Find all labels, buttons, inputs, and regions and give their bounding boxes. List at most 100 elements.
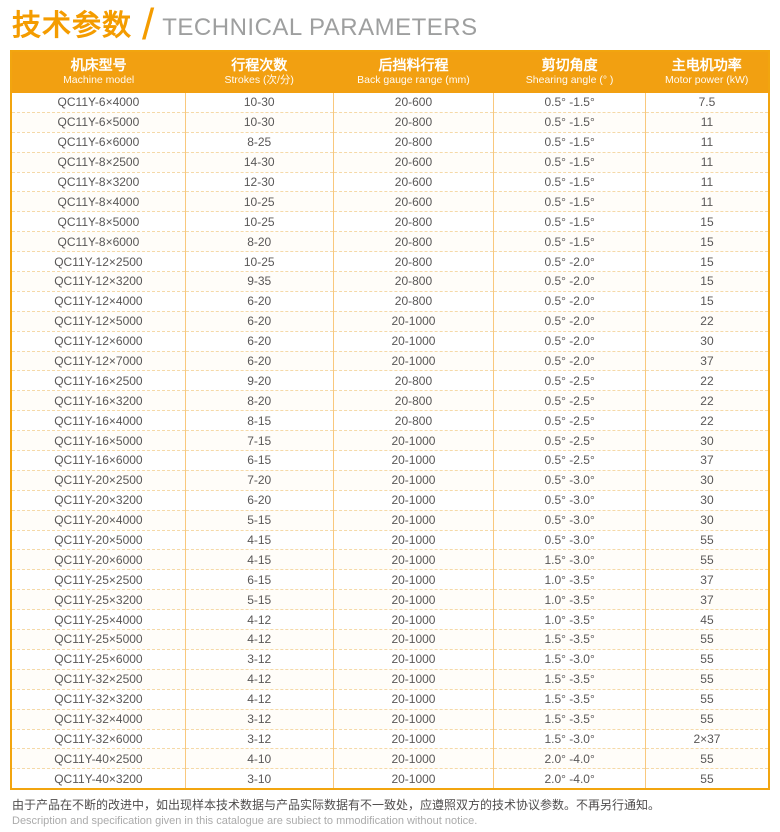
cell-machine-model: QC11Y-8×6000: [11, 231, 186, 253]
table-row: QC11Y-32×6000 3-12 20-1000 1.5° -3.0° 2×…: [11, 729, 769, 750]
cell-strokes: 8-20: [184, 231, 334, 253]
col-header-strokes-zh: 行程次数: [231, 56, 288, 73]
cell-machine-model: QC11Y-16×6000: [11, 450, 186, 471]
cell-back-gauge-range: 20-1000: [332, 549, 494, 571]
cell-strokes: 4-12: [184, 689, 334, 710]
cell-machine-model: QC11Y-20×3200: [11, 490, 186, 511]
cell-shearing-angle: 0.5° -2.5°: [493, 430, 646, 452]
cell-shearing-angle: 0.5° -2.5°: [493, 450, 646, 471]
cell-back-gauge-range: 20-1000: [332, 709, 494, 730]
cell-strokes: 6-20: [184, 311, 334, 332]
cell-motor-power: 15: [644, 271, 769, 292]
table-row: QC11Y-8×4000 10-25 20-600 0.5° -1.5° 11: [11, 191, 769, 213]
col-header-motor-power-en: Motor power (kW): [664, 74, 749, 87]
col-header-motor-power: 主电机功率 Motor power (kW): [645, 51, 769, 93]
col-header-machine-model-zh: 机床型号: [70, 56, 127, 73]
cell-back-gauge-range: 20-1000: [332, 490, 494, 511]
col-header-shearing-angle-en: Shearing angle (° ): [525, 74, 614, 87]
cell-shearing-angle: 0.5° -2.0°: [493, 251, 646, 273]
cell-strokes: 14-30: [184, 152, 334, 173]
page-title-en: TECHNICAL PARAMETERS: [162, 14, 478, 41]
technical-parameters-table: 机床型号 Machine model 行程次数 Strokes (次/分) 后挡…: [10, 50, 770, 791]
cell-back-gauge-range: 20-1000: [332, 530, 494, 551]
cell-motor-power: 30: [644, 331, 769, 352]
cell-machine-model: QC11Y-20×5000: [11, 530, 186, 551]
col-header-strokes-en: Strokes (次/分): [224, 74, 294, 87]
cell-shearing-angle: 1.5° -3.5°: [493, 629, 646, 650]
cell-shearing-angle: 1.5° -3.0°: [493, 649, 646, 670]
table-row: QC11Y-16×4000 8-15 20-800 0.5° -2.5° 22: [11, 410, 769, 432]
col-header-machine-model-en: Machine model: [63, 74, 135, 87]
cell-motor-power: 11: [644, 191, 769, 213]
cell-strokes: 6-20: [184, 351, 334, 372]
cell-machine-model: QC11Y-20×4000: [11, 510, 186, 531]
cell-shearing-angle: 0.5° -1.5°: [493, 191, 646, 213]
cell-motor-power: 55: [644, 649, 769, 670]
table-row: QC11Y-25×4000 4-12 20-1000 1.0° -3.5° 45: [11, 609, 769, 631]
cell-shearing-angle: 0.5° -1.5°: [493, 152, 646, 173]
cell-motor-power: 15: [644, 291, 769, 312]
cell-strokes: 3-12: [184, 709, 334, 730]
table-row: QC11Y-8×3200 12-30 20-600 0.5° -1.5° 11: [11, 172, 769, 193]
cell-back-gauge-range: 20-1000: [332, 748, 494, 770]
cell-machine-model: QC11Y-20×6000: [11, 549, 186, 571]
table-row: QC11Y-12×6000 6-20 20-1000 0.5° -2.0° 30: [11, 331, 769, 352]
cell-motor-power: 55: [644, 748, 769, 770]
cell-strokes: 4-10: [184, 748, 334, 770]
table-row: QC11Y-16×6000 6-15 20-1000 0.5° -2.5° 37: [11, 450, 769, 471]
cell-back-gauge-range: 20-800: [332, 390, 494, 412]
cell-shearing-angle: 0.5° -2.5°: [493, 390, 646, 412]
cell-strokes: 4-12: [184, 629, 334, 650]
cell-machine-model: QC11Y-25×6000: [11, 649, 186, 670]
cell-back-gauge-range: 20-1000: [332, 470, 494, 491]
cell-strokes: 12-30: [184, 172, 334, 193]
cell-back-gauge-range: 20-1000: [332, 430, 494, 452]
cell-back-gauge-range: 20-600: [332, 172, 494, 193]
cell-machine-model: QC11Y-25×5000: [11, 629, 186, 650]
cell-motor-power: 22: [644, 370, 769, 392]
col-header-back-gauge-range-zh: 后挡料行程: [378, 56, 449, 73]
page-title-zh: 技术参数: [12, 9, 133, 42]
cell-shearing-angle: 0.5° -3.0°: [493, 510, 646, 531]
cell-machine-model: QC11Y-32×3200: [11, 689, 186, 710]
table-row: QC11Y-6×5000 10-30 20-800 0.5° -1.5° 11: [11, 112, 769, 133]
cell-shearing-angle: 1.5° -3.5°: [493, 669, 646, 690]
cell-shearing-angle: 0.5° -3.0°: [493, 470, 646, 491]
cell-machine-model: QC11Y-16×3200: [11, 390, 186, 412]
cell-strokes: 6-20: [184, 291, 334, 312]
table-row: QC11Y-32×4000 3-12 20-1000 1.5° -3.5° 55: [11, 709, 769, 730]
table-row: QC11Y-25×6000 3-12 20-1000 1.5° -3.0° 55: [11, 649, 769, 670]
cell-back-gauge-range: 20-800: [332, 231, 494, 253]
cell-machine-model: QC11Y-8×2500: [11, 152, 186, 173]
cell-strokes: 6-20: [184, 490, 334, 511]
table-row: QC11Y-16×5000 7-15 20-1000 0.5° -2.5° 30: [11, 430, 769, 452]
cell-shearing-angle: 2.0° -4.0°: [493, 748, 646, 770]
table-row: QC11Y-20×3200 6-20 20-1000 0.5° -3.0° 30: [11, 490, 769, 511]
cell-shearing-angle: 1.0° -3.5°: [493, 569, 646, 591]
cell-shearing-angle: 1.0° -3.5°: [493, 609, 646, 631]
cell-strokes: 5-15: [184, 510, 334, 531]
cell-shearing-angle: 1.5° -3.0°: [493, 549, 646, 571]
cell-motor-power: 30: [644, 430, 769, 452]
cell-back-gauge-range: 20-800: [332, 271, 494, 292]
cell-motor-power: 37: [644, 450, 769, 471]
cell-strokes: 10-25: [184, 211, 334, 233]
cell-machine-model: QC11Y-12×2500: [11, 251, 186, 273]
table-row: QC11Y-32×3200 4-12 20-1000 1.5° -3.5° 55: [11, 689, 769, 710]
col-header-machine-model: 机床型号 Machine model: [11, 51, 186, 93]
cell-machine-model: QC11Y-32×2500: [11, 669, 186, 690]
cell-shearing-angle: 0.5° -1.5°: [493, 231, 646, 253]
cell-motor-power: 55: [644, 530, 769, 551]
table-row: QC11Y-8×2500 14-30 20-600 0.5° -1.5° 11: [11, 152, 769, 173]
cell-strokes: 9-35: [184, 271, 334, 292]
col-header-shearing-angle-zh: 剪切角度: [541, 56, 598, 73]
cell-machine-model: QC11Y-40×2500: [11, 748, 186, 770]
cell-machine-model: QC11Y-8×4000: [11, 191, 186, 213]
cell-strokes: 6-20: [184, 331, 334, 352]
cell-machine-model: QC11Y-12×7000: [11, 351, 186, 372]
cell-machine-model: QC11Y-25×4000: [11, 609, 186, 631]
cell-motor-power: 15: [644, 231, 769, 253]
cell-machine-model: QC11Y-20×2500: [11, 470, 186, 491]
col-header-back-gauge-range-en: Back gauge range (mm): [357, 74, 470, 87]
